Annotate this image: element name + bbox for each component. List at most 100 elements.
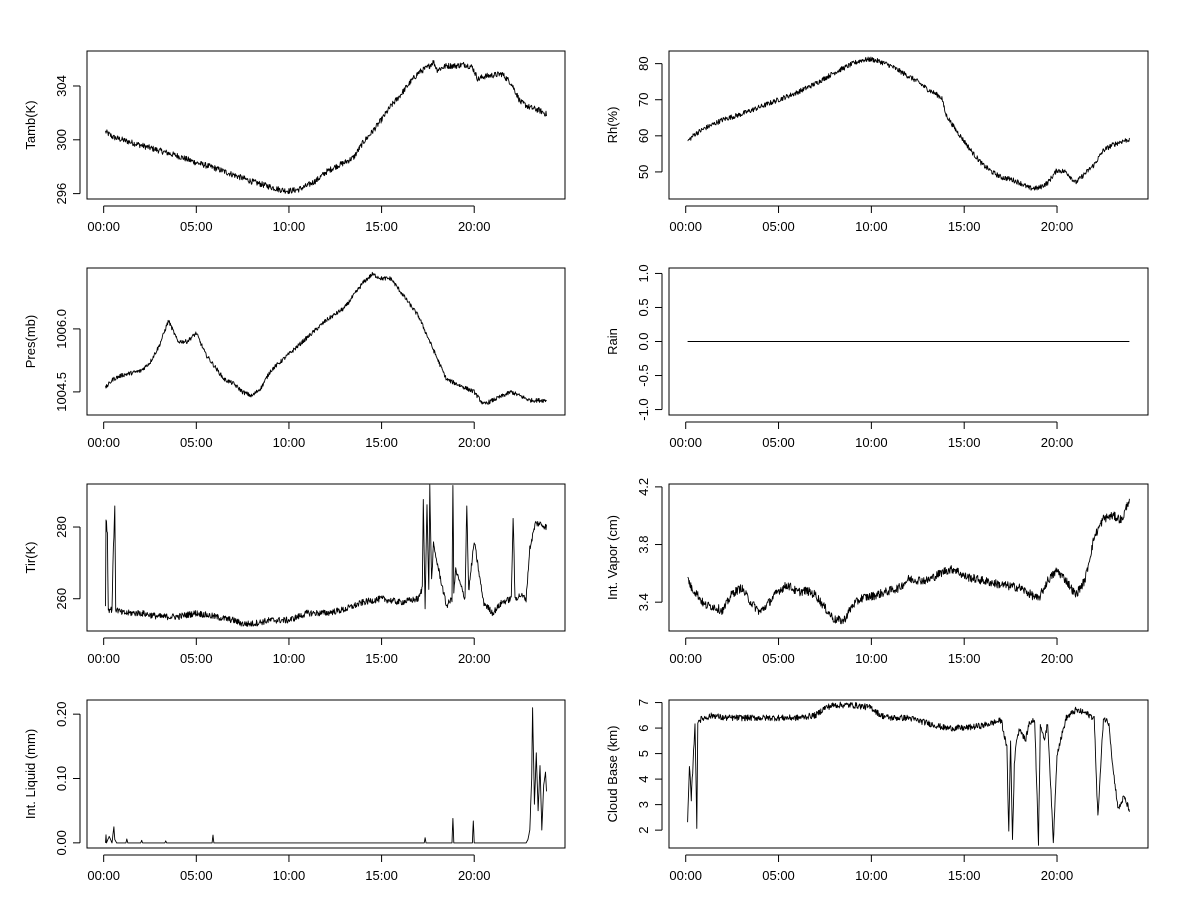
y-axis-label: Rain [605, 328, 620, 355]
x-tick-label: 05:00 [180, 219, 213, 234]
y-tick-label: 7 [636, 699, 651, 706]
series-line [105, 707, 547, 844]
series-line [105, 271, 547, 405]
x-tick-label: 15:00 [948, 651, 981, 666]
y-tick-label: 0.20 [54, 702, 69, 727]
y-tick-label: 3.4 [636, 593, 651, 611]
y-axis-label: Tamb(K) [23, 100, 38, 149]
x-tick-label: 05:00 [180, 651, 213, 666]
y-tick-label: 1.0 [636, 264, 651, 282]
x-tick-label: 15:00 [948, 435, 981, 450]
y-tick-label: 3 [636, 801, 651, 808]
plot-box [86, 267, 566, 416]
series-line [105, 59, 547, 195]
plot-box [668, 50, 1149, 200]
y-tick-label: 304 [54, 75, 69, 97]
int-liquid-panel: Int. Liquid (mm) 00:00 05:00 10:00 15:00 20:0… [23, 699, 566, 883]
x-tick-label: 20:00 [458, 651, 491, 666]
y-tick-label: 5 [636, 750, 651, 757]
plot-box [668, 267, 1149, 416]
y-tick-label: 60 [636, 129, 651, 143]
y-tick-label: 80 [636, 56, 651, 70]
x-tick-label: 00:00 [87, 868, 120, 883]
x-tick-label: 15:00 [948, 219, 981, 234]
series-line [687, 498, 1130, 625]
plot-box [86, 483, 566, 632]
x-tick-label: 10:00 [273, 219, 306, 234]
x-tick-label: 05:00 [762, 435, 795, 450]
y-axis-label: Int. Vapor (cm) [605, 515, 620, 600]
x-tick-label: 10:00 [855, 435, 888, 450]
tamb-panel: Tamb(K) 00:00 05:00 10:00 15:00 20:00 296 300 30… [23, 50, 566, 234]
x-tick-label: 20:00 [1041, 651, 1074, 666]
y-tick-label: 50 [636, 165, 651, 179]
tir-panel: Tir(K) 00:00 05:00 10:00 15:00 20:00 260 280 [23, 483, 566, 666]
x-tick-label: 10:00 [855, 651, 888, 666]
x-tick-label: 10:00 [855, 219, 888, 234]
x-tick-label: 05:00 [180, 868, 213, 883]
x-tick-label: 15:00 [365, 868, 398, 883]
pres-panel: Pres(mb) 00:00 05:00 10:00 15:00 20:00 1004.5 1… [23, 267, 566, 450]
y-tick-label: 0.10 [54, 766, 69, 791]
y-tick-label: -1.0 [636, 398, 651, 420]
y-tick-label: 1006.0 [54, 309, 69, 349]
y-tick-label: 3.8 [636, 535, 651, 553]
x-tick-label: 05:00 [180, 435, 213, 450]
x-tick-label: 10:00 [273, 651, 306, 666]
int-vapor-panel: Int. Vapor (cm) 00:00 05:00 10:00 15:00 20:00… [605, 478, 1149, 666]
y-tick-label: 4.2 [636, 478, 651, 496]
y-tick-label: 1004.5 [54, 372, 69, 412]
y-tick-label: 260 [54, 588, 69, 610]
x-tick-label: 20:00 [458, 868, 491, 883]
x-tick-label: 00:00 [87, 435, 120, 450]
y-tick-label: 300 [54, 129, 69, 151]
y-tick-label: 70 [636, 92, 651, 106]
x-tick-label: 00:00 [87, 651, 120, 666]
x-tick-label: 15:00 [365, 651, 398, 666]
x-tick-label: 05:00 [762, 868, 795, 883]
y-tick-label: -0.5 [636, 364, 651, 386]
y-axis-label: Rh(%) [605, 107, 620, 144]
x-tick-label: 20:00 [1041, 868, 1074, 883]
x-tick-label: 10:00 [855, 868, 888, 883]
y-axis-label: Cloud Base (km) [605, 726, 620, 823]
x-tick-label: 00:00 [87, 219, 120, 234]
y-tick-label: 0.00 [54, 830, 69, 855]
y-tick-label: 0.0 [636, 332, 651, 350]
x-tick-label: 20:00 [1041, 219, 1074, 234]
cloud-base-panel: Cloud Base (km) 00:00 05:00 10:00 15:00 20:00… [605, 699, 1149, 883]
x-tick-label: 10:00 [273, 868, 306, 883]
x-tick-label: 15:00 [365, 219, 398, 234]
x-tick-label: 20:00 [1041, 435, 1074, 450]
y-tick-label: 0.5 [636, 298, 651, 316]
y-tick-label: 2 [636, 827, 651, 834]
plot-box [86, 699, 566, 849]
x-tick-label: 15:00 [365, 435, 398, 450]
rain-panel: Rain 00:00 05:00 10:00 15:00 20:00 -1.0 -0.5 0.0… [605, 264, 1149, 450]
y-axis-label: Pres(mb) [23, 315, 38, 368]
x-tick-label: 05:00 [762, 651, 795, 666]
series-line [105, 484, 547, 627]
series-line [687, 701, 1130, 846]
x-tick-label: 00:00 [669, 435, 702, 450]
series-line [687, 56, 1130, 191]
x-tick-label: 00:00 [669, 219, 702, 234]
x-tick-label: 00:00 [669, 868, 702, 883]
x-tick-label: 20:00 [458, 219, 491, 234]
x-tick-label: 10:00 [273, 435, 306, 450]
y-axis-label: Int. Liquid (mm) [23, 729, 38, 819]
plot-box [86, 50, 566, 200]
x-tick-label: 05:00 [762, 219, 795, 234]
y-tick-label: 6 [636, 724, 651, 731]
x-tick-label: 00:00 [669, 651, 702, 666]
y-axis-label: Tir(K) [23, 541, 38, 573]
plot-box [668, 483, 1149, 632]
rh-panel: Rh(%) 00:00 05:00 10:00 15:00 20:00 50 60 70 80 [605, 50, 1149, 234]
y-tick-label: 4 [636, 775, 651, 782]
x-tick-label: 20:00 [458, 435, 491, 450]
x-tick-label: 15:00 [948, 868, 981, 883]
y-tick-label: 280 [54, 516, 69, 538]
y-tick-label: 296 [54, 183, 69, 205]
plot-box [668, 699, 1149, 849]
